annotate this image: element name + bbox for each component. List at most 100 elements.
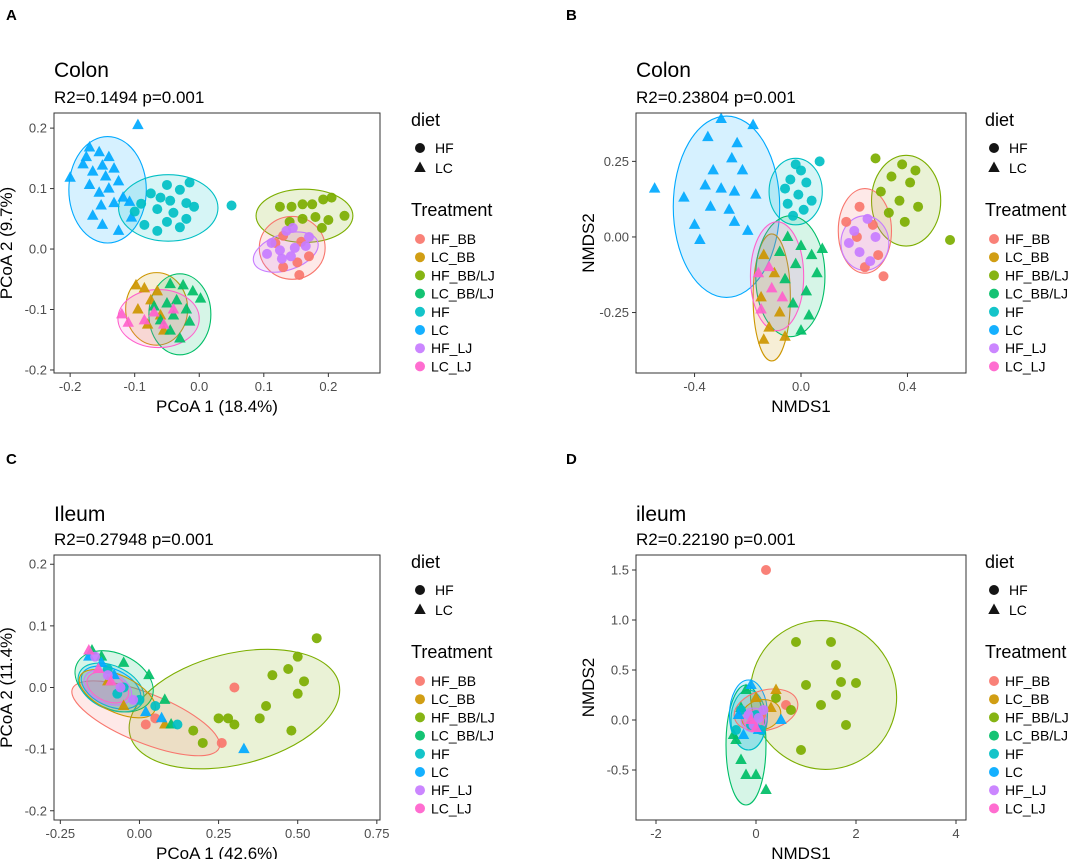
- y-tick-label: -0.2: [25, 362, 47, 377]
- legend-diet-label: HF: [1009, 140, 1028, 156]
- y-tick-label: 0.1: [29, 618, 47, 633]
- legend-treatment-label: LC: [431, 764, 449, 780]
- legend-treatment-label: HF_BB: [1005, 231, 1050, 247]
- point-lc: [96, 159, 109, 170]
- point-lc_bb-lj: [161, 296, 173, 308]
- plot-subtitle: R2=0.23804 p=0.001: [636, 88, 796, 107]
- point-lc_lj: [167, 303, 180, 314]
- point-lc: [103, 182, 115, 193]
- legend: diet HF LC Treatment HF_BB LC_BB HF_BB/LJ LC_BB…: [411, 110, 495, 374]
- point-hf_lj: [285, 251, 296, 262]
- legend-diet-label: LC: [435, 160, 453, 176]
- point-hf_lj: [758, 705, 769, 715]
- y-tick-label: 1.0: [611, 613, 629, 628]
- point-lc_lj: [763, 260, 775, 272]
- point-hf_lj: [262, 248, 273, 259]
- y-tick-label: -0.2: [25, 803, 47, 818]
- plot-subtitle: R2=0.1494 p=0.001: [54, 88, 204, 107]
- plot-title: Ileum: [54, 503, 105, 526]
- legend-swatch-icon: [415, 361, 425, 372]
- legend-treatment-label: LC_BB/LJ: [431, 728, 494, 744]
- point-lc_bb-lj: [750, 768, 762, 779]
- point-hf: [731, 725, 741, 735]
- point-hf_bb-lj: [826, 637, 836, 647]
- point-lc_bb-lj: [789, 257, 802, 269]
- x-tick-label: -2: [650, 826, 662, 841]
- legend-swatch-icon: [415, 712, 425, 723]
- point-lc_lj: [755, 303, 767, 314]
- point-hf_bb: [278, 262, 289, 273]
- x-tick-label: 0.0: [792, 379, 810, 394]
- point-lc: [678, 191, 690, 202]
- point-lc_bb-lj: [795, 324, 807, 335]
- ellipse-lc_bb: [752, 233, 791, 362]
- point-lc_lj: [92, 662, 105, 674]
- point-hf: [145, 188, 156, 199]
- point-lc: [688, 218, 701, 229]
- point-hf_lj: [289, 242, 300, 253]
- point-hf_lj: [862, 213, 873, 224]
- point-lc: [103, 150, 115, 162]
- point-lc: [715, 113, 727, 124]
- point-lc_bb-lj: [167, 309, 180, 320]
- x-tick-label: 0.1: [255, 379, 273, 394]
- point-hf_bb-lj: [310, 212, 321, 222]
- legend-circle-icon: [989, 585, 999, 595]
- point-lc_lj: [157, 318, 170, 329]
- legend-diet-label: LC: [435, 602, 453, 618]
- legend-treatment-label: HF_BB/LJ: [431, 267, 495, 283]
- legend-swatch-icon: [415, 730, 425, 741]
- point-lc: [86, 165, 99, 176]
- legend-treatment-label: HF_LJ: [431, 782, 472, 798]
- point-lc: [648, 182, 661, 193]
- point-hf_lj: [843, 238, 854, 248]
- plot-border: [53, 112, 381, 374]
- legend: diet HF LC Treatment HF_BB LC_BB HF_BB/LJ LC_BB…: [985, 110, 1069, 374]
- point-lc: [86, 209, 99, 220]
- point-lc_bb-lj: [143, 668, 155, 680]
- legend-swatch-icon: [415, 325, 425, 335]
- point-hf_lj: [870, 231, 881, 242]
- legend-swatch-icon: [415, 288, 425, 299]
- point-hf_lj: [753, 713, 764, 723]
- point-lc_lj: [83, 644, 95, 655]
- legend-swatch-icon: [989, 270, 999, 281]
- legend-treatment-label: LC_BB: [1005, 691, 1049, 707]
- legend-swatch-icon: [989, 694, 999, 705]
- point-hf_bb-lj: [297, 199, 308, 210]
- legend-treatment-label: HF: [1005, 304, 1024, 320]
- legend-treatment-title: Treatment: [985, 200, 1066, 220]
- x-tick-label: 0.00: [127, 826, 152, 841]
- point-lc_bb: [138, 281, 151, 293]
- point-lc_bb: [757, 333, 770, 344]
- point-lc: [728, 215, 741, 226]
- point-lc_bb-lj: [177, 278, 189, 290]
- point-hf_bb-lj: [883, 207, 894, 218]
- point-lc_bb: [130, 278, 142, 290]
- point-hf_bb: [140, 719, 151, 730]
- legend-triangle-icon: [988, 161, 1000, 172]
- point-hf: [136, 198, 147, 209]
- x-tick-label: 4: [952, 826, 959, 841]
- point-lc: [117, 191, 129, 202]
- point-lc_lj: [116, 307, 128, 319]
- point-hf_bb-lj: [831, 660, 841, 670]
- legend-swatch-icon: [989, 785, 999, 796]
- y-tick-label: -0.25: [599, 305, 629, 320]
- point-hf_bb: [878, 271, 889, 282]
- point-lc: [702, 130, 714, 142]
- point-hf_bb-lj: [261, 700, 272, 711]
- panel-letter: C: [6, 451, 17, 468]
- point-hf_bb-lj: [286, 725, 297, 736]
- x-axis-title: NMDS1: [771, 397, 831, 416]
- point-hf: [785, 174, 796, 185]
- point-lc_bb-lj: [164, 324, 176, 335]
- point-hf: [796, 165, 806, 176]
- panel-B: B Colon R2=0.23804 p=0.001 -0.4 0.0 0.4 -0.25 0…: [566, 7, 1069, 416]
- point-lc: [694, 233, 706, 244]
- point-hf_bb-lj: [318, 194, 329, 205]
- legend-treatment-label: HF_LJ: [431, 340, 472, 356]
- x-tick-label: 0.75: [364, 826, 389, 841]
- y-axis-title: NMDS2: [579, 213, 598, 273]
